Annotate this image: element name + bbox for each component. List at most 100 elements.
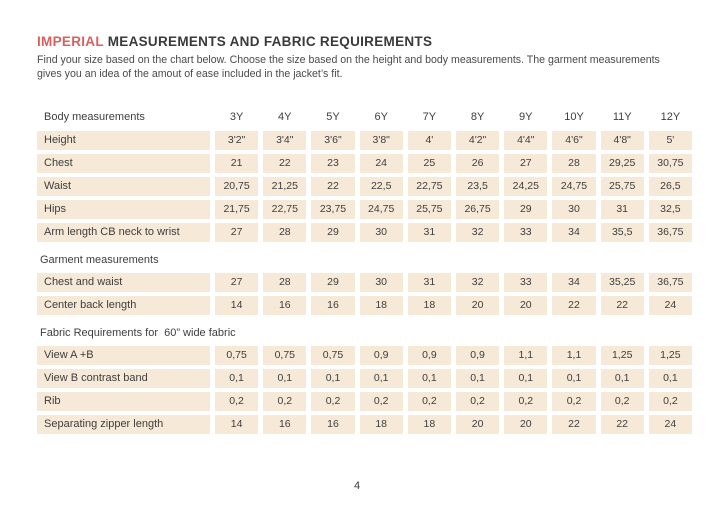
page-subtitle: Find your size based on the chart below.…	[37, 53, 692, 81]
table-cell: 16	[263, 415, 307, 435]
column-header: 7Y	[422, 111, 437, 124]
table-cell: 0,1	[600, 369, 644, 389]
table-cell: 22	[552, 296, 596, 316]
table-cell: 24,75	[552, 177, 596, 197]
table-cell: 36,75	[648, 223, 692, 243]
table-cell: 31	[600, 200, 644, 220]
table-cell: 32,5	[648, 200, 692, 220]
table-cell: 0,2	[263, 392, 307, 412]
table-cell: 18	[407, 415, 451, 435]
table-cell: 0,1	[215, 369, 259, 389]
table-cell: 3'6"	[311, 131, 355, 151]
column-header: 12Y	[660, 111, 681, 124]
row-label: Chest	[37, 154, 210, 174]
table-cell: 35,5	[600, 223, 644, 243]
table-cell: 22	[600, 415, 644, 435]
page-title: IMPERIAL MEASUREMENTS AND FABRIC REQUIRE…	[37, 34, 692, 49]
row-label: Arm length CB neck to wrist	[37, 223, 210, 243]
table-cell: 16	[311, 296, 355, 316]
row-label: Center back length	[37, 296, 210, 316]
table-cell: 4'6"	[552, 131, 596, 151]
title-rest: MEASUREMENTS AND FABRIC REQUIREMENTS	[103, 34, 433, 49]
table-cell: 24,25	[504, 177, 548, 197]
table-cell: 0,2	[215, 392, 259, 412]
table-cell: 26,5	[648, 177, 692, 197]
table-cell: 16	[263, 296, 307, 316]
table-cell: 24	[648, 296, 692, 316]
table-cell: 0,2	[359, 392, 403, 412]
row-label: View A +B	[37, 346, 210, 366]
table-cell: 0,1	[359, 369, 403, 389]
table-cell: 3'4"	[263, 131, 307, 151]
table-cell: 28	[263, 223, 307, 243]
table-cell: 0,1	[648, 369, 692, 389]
table-cell: 0,1	[552, 369, 596, 389]
subtitle-line: gives you an idea of the amout of ease i…	[37, 68, 343, 81]
column-header-label: Body measurements	[44, 111, 145, 124]
table-cell: 18	[359, 296, 403, 316]
table-cell: 21	[215, 154, 259, 174]
table-cell: 0,2	[456, 392, 500, 412]
table-cell: 21,75	[215, 200, 259, 220]
table-cell: 0,1	[407, 369, 451, 389]
table-cell: 29	[311, 223, 355, 243]
table-cell: 20	[504, 296, 548, 316]
table-cell: 1,1	[552, 346, 596, 366]
table-cell: 0,9	[456, 346, 500, 366]
column-header: 5Y	[326, 111, 340, 124]
table-cell: 28	[552, 154, 596, 174]
table-cell: 34	[552, 273, 596, 293]
table-cell: 3'2"	[215, 131, 259, 151]
table-cell: 0,9	[407, 346, 451, 366]
table-cell: 24	[648, 415, 692, 435]
table-cell: 18	[359, 415, 403, 435]
table-cell: 4'8"	[600, 131, 644, 151]
table-cell: 20	[456, 415, 500, 435]
table-cell: 25,75	[407, 200, 451, 220]
section-header: Garment measurements	[40, 254, 159, 267]
table-cell: 27	[504, 154, 548, 174]
table-cell: 1,25	[648, 346, 692, 366]
table-cell: 22,75	[407, 177, 451, 197]
table-cell: 1,25	[600, 346, 644, 366]
table-cell: 23	[311, 154, 355, 174]
table-cell: 31	[407, 273, 451, 293]
table-cell: 1,1	[504, 346, 548, 366]
table-cell: 24	[359, 154, 403, 174]
table-cell: 4'2"	[456, 131, 500, 151]
row-label: Waist	[37, 177, 210, 197]
table-cell: 30	[359, 223, 403, 243]
table-cell: 33	[504, 273, 548, 293]
measurements-table: Body measurements 3Y 4Y 5Y 6Y 7Y 8Y 9Y 10Y 11Y 12Y…	[37, 108, 692, 435]
section-header: Fabric Requirements for 60” wide fabric	[40, 327, 236, 340]
table-cell: 0,2	[600, 392, 644, 412]
table-cell: 20,75	[215, 177, 259, 197]
table-cell: 29,25	[600, 154, 644, 174]
column-header: 6Y	[374, 111, 388, 124]
table-cell: 25	[407, 154, 451, 174]
table-cell: 23,75	[311, 200, 355, 220]
table-cell: 28	[263, 273, 307, 293]
column-header: 8Y	[470, 111, 485, 124]
table-cell: 0,2	[311, 392, 355, 412]
table-cell: 0,75	[311, 346, 355, 366]
table-cell: 21,25	[263, 177, 307, 197]
table-cell: 0,2	[407, 392, 451, 412]
page-number: 4	[353, 480, 361, 492]
column-header: 10Y	[564, 111, 584, 124]
table-cell: 0,2	[648, 392, 692, 412]
table-cell: 3'8"	[359, 131, 403, 151]
table-cell: 0,1	[311, 369, 355, 389]
table-cell: 31	[407, 223, 451, 243]
table-cell: 0,1	[263, 369, 307, 389]
table-cell: 26,75	[456, 200, 500, 220]
table-cell: 18	[407, 296, 451, 316]
table-cell: 36,75	[648, 273, 692, 293]
table-cell: 29	[311, 273, 355, 293]
table-cell: 22	[600, 296, 644, 316]
table-cell: 0,1	[456, 369, 500, 389]
table-cell: 14	[215, 296, 259, 316]
table-cell: 30,75	[648, 154, 692, 174]
table-cell: 32	[456, 273, 500, 293]
table-cell: 24,75	[359, 200, 403, 220]
